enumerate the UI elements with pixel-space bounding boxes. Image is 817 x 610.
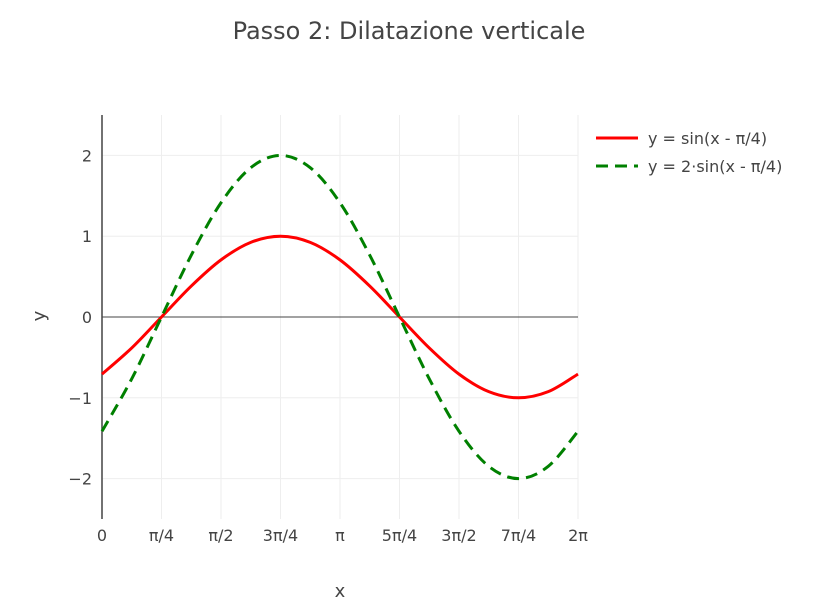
series-line-1 xyxy=(101,234,579,400)
chart-title: Passo 2: Dilatazione verticale xyxy=(233,17,586,45)
x-tick-label: 5π/4 xyxy=(382,526,417,545)
y-tick-label: 2 xyxy=(82,146,92,165)
series-line-2 xyxy=(100,153,580,481)
y-tick-label: −1 xyxy=(68,389,92,408)
x-tick-label: π/2 xyxy=(208,526,233,545)
legend-label: y = sin(x - π/4) xyxy=(648,129,767,148)
y-tick-label: 1 xyxy=(82,227,92,246)
x-tick-label: 3π/4 xyxy=(263,526,298,545)
y-axis-title: y xyxy=(29,310,50,321)
y-tick-label: 0 xyxy=(82,308,92,327)
x-tick-label: 2π xyxy=(568,526,588,545)
tick-labels: 0 π/4 π/2 3π/4 π 5π/4 3π/2 7π/4 2π 2 1 0 −1 −2 xyxy=(68,146,588,545)
legend[interactable]: y = sin(x - π/4) y = 2·sin(x - π/4) xyxy=(596,129,782,176)
x-tick-label: π/4 xyxy=(149,526,174,545)
x-tick-label: 3π/2 xyxy=(441,526,476,545)
x-tick-label: 7π/4 xyxy=(501,526,536,545)
legend-item-1[interactable]: y = sin(x - π/4) xyxy=(596,129,767,148)
x-tick-label: π xyxy=(335,526,345,545)
y-tick-label: −2 xyxy=(68,470,92,489)
legend-item-2[interactable]: y = 2·sin(x - π/4) xyxy=(596,157,782,176)
axes xyxy=(101,115,578,519)
legend-label: y = 2·sin(x - π/4) xyxy=(648,157,782,176)
x-tick-label: 0 xyxy=(97,526,107,545)
series xyxy=(100,153,580,481)
x-axis-title: x xyxy=(335,581,346,602)
